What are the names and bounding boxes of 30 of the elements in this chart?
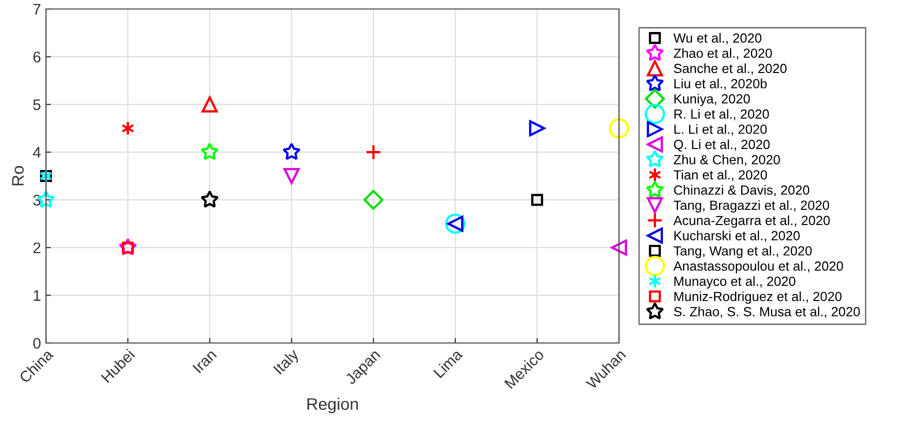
legend-label: L. Li et al., 2020 — [674, 124, 767, 136]
x-tick-label: Iran — [192, 348, 217, 374]
legend-label: Zhao et al., 2020 — [674, 48, 772, 60]
legend-label: Sanche et al., 2020 — [674, 63, 787, 75]
legend-label: Munayco et al., 2020 — [674, 276, 796, 289]
legend-label: Q. Li et al., 2020 — [674, 139, 770, 152]
legend-label: S. Zhao, S. S. Musa et al., 2020 — [674, 306, 860, 318]
legend-label: Zhu & Chen, 2020 — [674, 154, 780, 166]
y-tick-label: 2 — [33, 242, 40, 254]
legend-label: Liu et al., 2020b — [674, 78, 767, 90]
legend-label: R. Li et al., 2020 — [674, 109, 769, 120]
legend-label: Kucharski et al., 2020 — [674, 230, 800, 242]
legend-label: Chinazzi & Davis, 2020 — [674, 185, 810, 196]
y-tick-label: 6 — [33, 52, 40, 62]
y-tick-label: 7 — [33, 4, 40, 15]
legend-label: Tang, Bragazzi et al., 2020 — [674, 200, 830, 213]
legend-label: Wu et al., 2020 — [673, 33, 762, 44]
y-tick-label: 5 — [33, 99, 40, 110]
x-tick-label: Italy — [272, 348, 302, 377]
y-tick-label: 4 — [32, 147, 41, 158]
y-tick-label: 0 — [33, 338, 41, 349]
y-axis-title: Ro — [12, 166, 24, 186]
legend-label: Tian et al., 2020 — [674, 170, 767, 182]
legend-label: Kuniya, 2020 — [674, 94, 750, 106]
legend-label: Anastassopoulou et al., 2020 — [673, 261, 844, 274]
y-tick-label: 1 — [34, 290, 40, 301]
legend-label: Muniz-Rodriguez et al., 2020 — [674, 291, 842, 304]
x-axis-title: Region — [307, 398, 358, 414]
legend-label: Tang, Wang et al., 2020 — [674, 246, 812, 258]
legend-label: Acuna-Zegarra et al., 2020 — [673, 215, 830, 228]
